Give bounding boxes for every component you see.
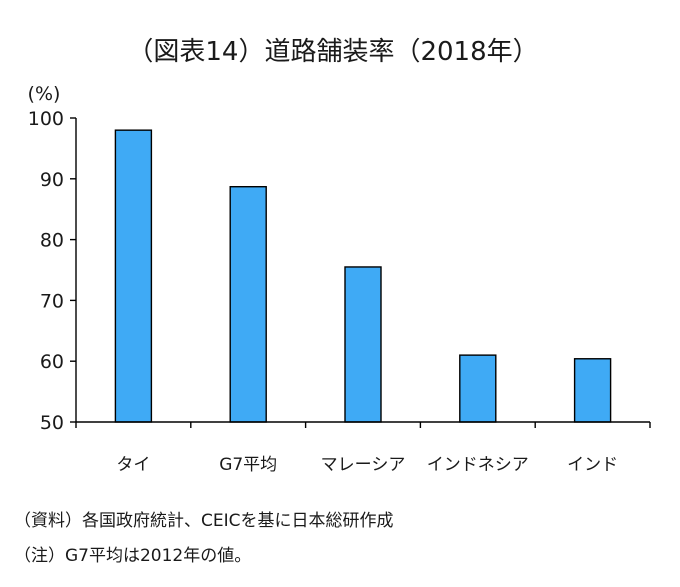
y-tick-label-1: 60 — [40, 351, 64, 373]
bar-chart: （図表14）道路舗装率（2018年） (%) 50 60 70 80 90 100 タイ G7… — [28, 37, 651, 475]
y-tick-label-0: 50 — [40, 412, 64, 434]
y-tick-label-4: 90 — [40, 169, 64, 191]
x-category-label-1: G7平均 — [219, 455, 277, 475]
bar-4 — [573, 358, 612, 423]
x-category-label-3: インドネシア — [427, 455, 529, 475]
footnote: （注）G7平均は2012年の値。 — [14, 546, 252, 566]
bar-3 — [459, 354, 497, 423]
bar-0 — [114, 129, 153, 423]
bar-1 — [229, 186, 267, 423]
axes — [70, 117, 651, 428]
x-category-label-0: タイ — [116, 455, 150, 475]
chart-title: （図表14）道路舗装率（2018年） — [127, 37, 538, 67]
y-axis-unit: (%) — [28, 83, 61, 105]
bars — [114, 129, 612, 423]
source-note: （資料）各国政府統計、CEICを基に日本総研作成 — [14, 511, 394, 531]
y-tick-label-2: 70 — [40, 290, 64, 312]
x-category-label-4: インド — [567, 455, 618, 475]
bar-2 — [344, 266, 382, 423]
tick-labels: 50 60 70 80 90 100 タイ G7平均 マレーシア インドネシア インド — [28, 108, 618, 475]
y-tick-label-5: 100 — [28, 108, 64, 130]
y-tick-label-3: 80 — [40, 230, 64, 252]
x-category-label-2: マレーシア — [321, 455, 406, 475]
